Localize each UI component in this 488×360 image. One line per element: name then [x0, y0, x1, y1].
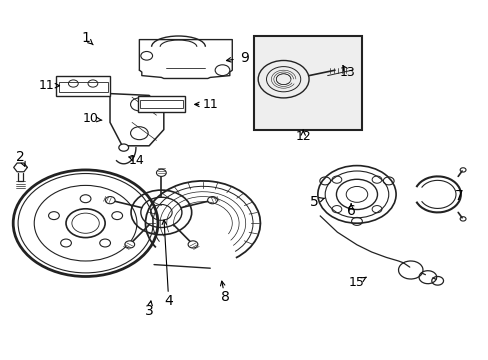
Text: 1: 1 [81, 31, 90, 45]
Text: 11: 11 [202, 98, 218, 111]
Bar [56, 76, 110, 96]
Text: 5: 5 [309, 195, 318, 208]
Text: 6: 6 [346, 204, 355, 217]
Circle shape [156, 169, 166, 176]
Circle shape [207, 197, 217, 204]
Text: 3: 3 [144, 305, 153, 318]
Text: 11: 11 [39, 79, 54, 92]
Text: 8: 8 [220, 290, 229, 304]
Bar [140, 100, 183, 108]
Text: 2: 2 [16, 150, 25, 163]
Text: 12: 12 [295, 130, 310, 143]
Text: 15: 15 [348, 276, 364, 289]
Text: 7: 7 [454, 189, 463, 203]
Text: 14: 14 [129, 154, 144, 167]
Text: 9: 9 [240, 51, 248, 64]
Circle shape [119, 144, 128, 151]
Circle shape [105, 197, 115, 204]
Bar [254, 36, 361, 130]
Bar [138, 96, 184, 112]
Text: 10: 10 [82, 112, 98, 125]
Text: 13: 13 [339, 66, 354, 78]
Circle shape [124, 241, 134, 248]
Circle shape [188, 241, 198, 248]
Text: 4: 4 [164, 294, 173, 307]
Bar [59, 82, 107, 92]
